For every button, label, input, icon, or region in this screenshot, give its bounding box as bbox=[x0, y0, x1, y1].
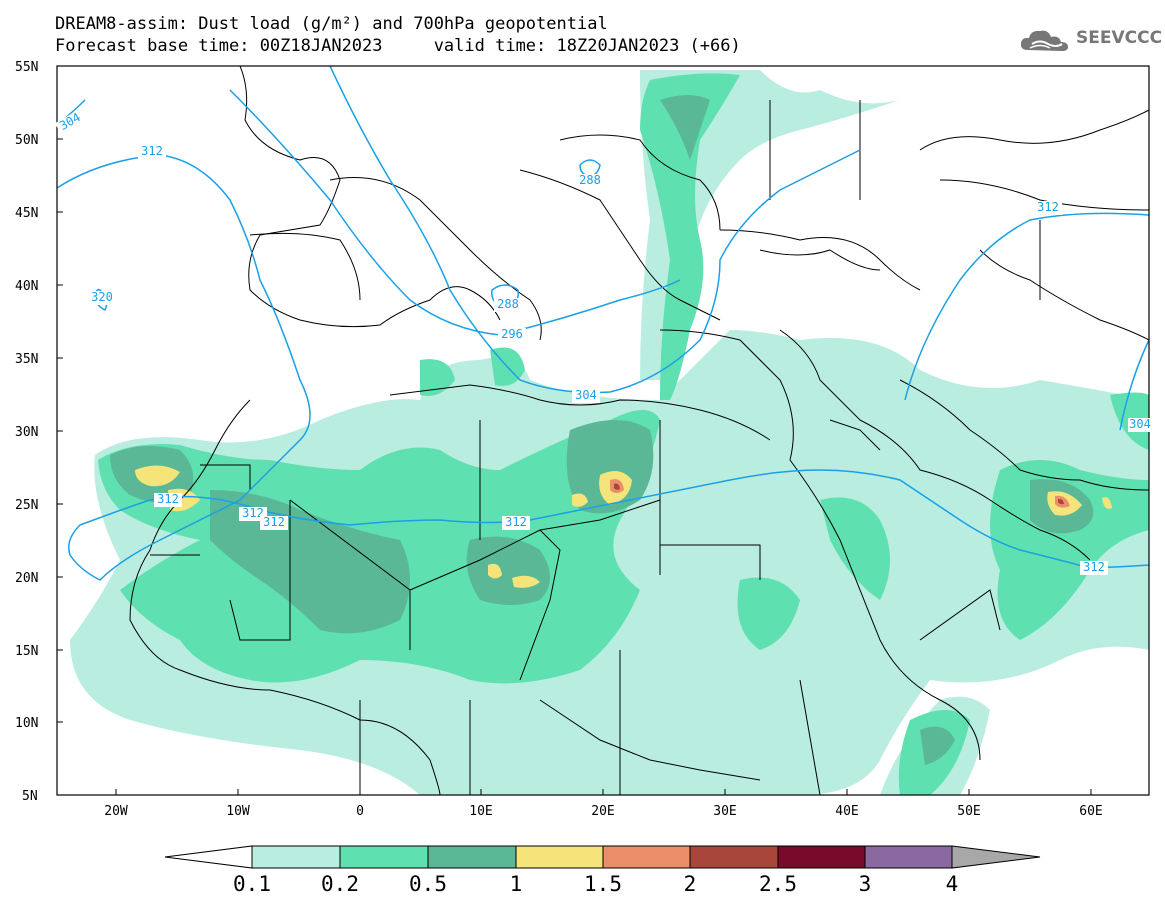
contour-label: 312 bbox=[141, 144, 163, 158]
lon-label: 0 bbox=[356, 804, 364, 819]
colorbar-label: 1.5 bbox=[584, 872, 622, 896]
seevccc-logo: SEEVCCC bbox=[1018, 26, 1162, 56]
contour-304-east bbox=[1119, 339, 1149, 431]
contour-304 bbox=[329, 66, 861, 394]
contour-label: 320 bbox=[91, 290, 113, 304]
colorbar-label: 4 bbox=[946, 872, 959, 896]
lon-label: 50E bbox=[957, 804, 980, 819]
lat-axis: 55N 50N 45N 40N 35N 30N 25N 20N 15N 10N … bbox=[15, 60, 63, 804]
dust-level-2 bbox=[614, 483, 1064, 505]
colorbar-label: 2.5 bbox=[759, 872, 797, 896]
lat-label: 25N bbox=[15, 498, 38, 513]
lon-label: 20E bbox=[591, 804, 614, 819]
lat-tick-45N: 45N bbox=[15, 206, 63, 221]
colorbar-label: 0.2 bbox=[321, 872, 359, 896]
lon-label: 40E bbox=[835, 804, 858, 819]
lat-label: 5N bbox=[22, 789, 38, 804]
contour-288-hungary bbox=[579, 159, 601, 177]
lat-tick-40N: 40N bbox=[15, 279, 63, 294]
contour-label: 296 bbox=[501, 327, 523, 341]
map-subtitle: Forecast base time: 00Z18JAN2023 valid t… bbox=[55, 36, 741, 56]
lat-tick-5N: 5N bbox=[22, 789, 63, 804]
lon-tick-20W: 20W bbox=[104, 789, 128, 819]
colorbar-label: 1 bbox=[510, 872, 523, 896]
colorbar-segment bbox=[602, 845, 691, 869]
colorbar-label: 0.1 bbox=[233, 872, 271, 896]
lon-label: 10W bbox=[226, 804, 250, 819]
logo-text: SEEVCCC bbox=[1076, 28, 1163, 48]
contour-label: 312 bbox=[1037, 200, 1059, 214]
contour-312-east bbox=[904, 212, 1149, 401]
colorbar-high-arrow bbox=[951, 845, 1041, 869]
lon-tick-10E: 10E bbox=[469, 789, 493, 819]
dust-field bbox=[57, 66, 1149, 795]
lon-tick-20E: 20E bbox=[591, 789, 615, 819]
colorbar-segment bbox=[251, 845, 341, 869]
lat-label: 45N bbox=[15, 206, 38, 221]
contour-label: 288 bbox=[497, 297, 519, 311]
lat-label: 20N bbox=[15, 571, 38, 586]
lat-label: 30N bbox=[15, 425, 38, 440]
lon-axis: 20W 10W 0 10E 20E 30E 40E 50E 60E bbox=[104, 789, 1103, 819]
colorbar-segment bbox=[864, 845, 953, 869]
lon-label: 10E bbox=[469, 804, 492, 819]
contour-label: 312 bbox=[263, 515, 285, 529]
lon-tick-30E: 30E bbox=[713, 789, 737, 819]
geopotential-contours bbox=[57, 66, 1149, 581]
lon-tick-60E: 60E bbox=[1079, 789, 1103, 819]
lat-tick-55N: 55N bbox=[15, 60, 63, 75]
lat-tick-25N: 25N bbox=[15, 498, 63, 513]
lat-label: 35N bbox=[15, 352, 38, 367]
lat-tick-30N: 30N bbox=[15, 425, 63, 440]
contour-296 bbox=[229, 89, 681, 336]
lon-tick-10W: 10W bbox=[226, 789, 250, 819]
contour-labels: 304 312 288 312 320 288 296 304 312 312 … bbox=[54, 108, 1152, 575]
lat-tick-15N: 15N bbox=[15, 644, 63, 659]
colorbar-segment bbox=[427, 845, 517, 869]
lat-tick-10N: 10N bbox=[15, 716, 63, 731]
lon-label: 60E bbox=[1079, 804, 1102, 819]
colorbar-label: 2 bbox=[684, 872, 697, 896]
contour-label: 304 bbox=[575, 388, 597, 402]
colorbar-label: 3 bbox=[859, 872, 872, 896]
contour-label: 312 bbox=[505, 515, 527, 529]
lat-tick-20N: 20N bbox=[15, 571, 63, 586]
lat-tick-50N: 50N bbox=[15, 133, 63, 148]
contour-label: 312 bbox=[1083, 560, 1105, 574]
lat-label: 50N bbox=[15, 133, 38, 148]
lon-label: 30E bbox=[713, 804, 736, 819]
dust-level-1 bbox=[135, 465, 1112, 588]
cloud-icon bbox=[1020, 30, 1068, 51]
contour-label: 312 bbox=[157, 492, 179, 506]
lat-label: 10N bbox=[15, 716, 38, 731]
coastlines bbox=[129, 66, 1149, 795]
colorbar-segment bbox=[339, 845, 429, 869]
lat-label: 15N bbox=[15, 644, 38, 659]
lon-label: 20W bbox=[104, 804, 128, 819]
contour-label: 288 bbox=[579, 173, 601, 187]
colorbar-low-arrow bbox=[164, 845, 253, 869]
lat-label: 40N bbox=[15, 279, 38, 294]
colorbar-segment bbox=[777, 845, 866, 869]
colorbar-segment bbox=[515, 845, 604, 869]
lon-tick-0: 0 bbox=[356, 789, 364, 819]
map-title: DREAM8-assim: Dust load (g/m²) and 700hP… bbox=[55, 14, 608, 34]
colorbar: 0.1 0.2 0.5 1 1.5 2 2.5 3 4 bbox=[164, 845, 1041, 896]
lat-label: 55N bbox=[15, 60, 38, 75]
lon-tick-50E: 50E bbox=[957, 789, 981, 819]
colorbar-segment bbox=[689, 845, 779, 869]
lon-tick-40E: 40E bbox=[835, 789, 859, 819]
contour-312 bbox=[57, 154, 1149, 581]
contour-label: 304 bbox=[1129, 417, 1151, 431]
contour-label: 312 bbox=[242, 506, 264, 520]
colorbar-label: 0.5 bbox=[409, 872, 447, 896]
lat-tick-35N: 35N bbox=[15, 352, 63, 367]
